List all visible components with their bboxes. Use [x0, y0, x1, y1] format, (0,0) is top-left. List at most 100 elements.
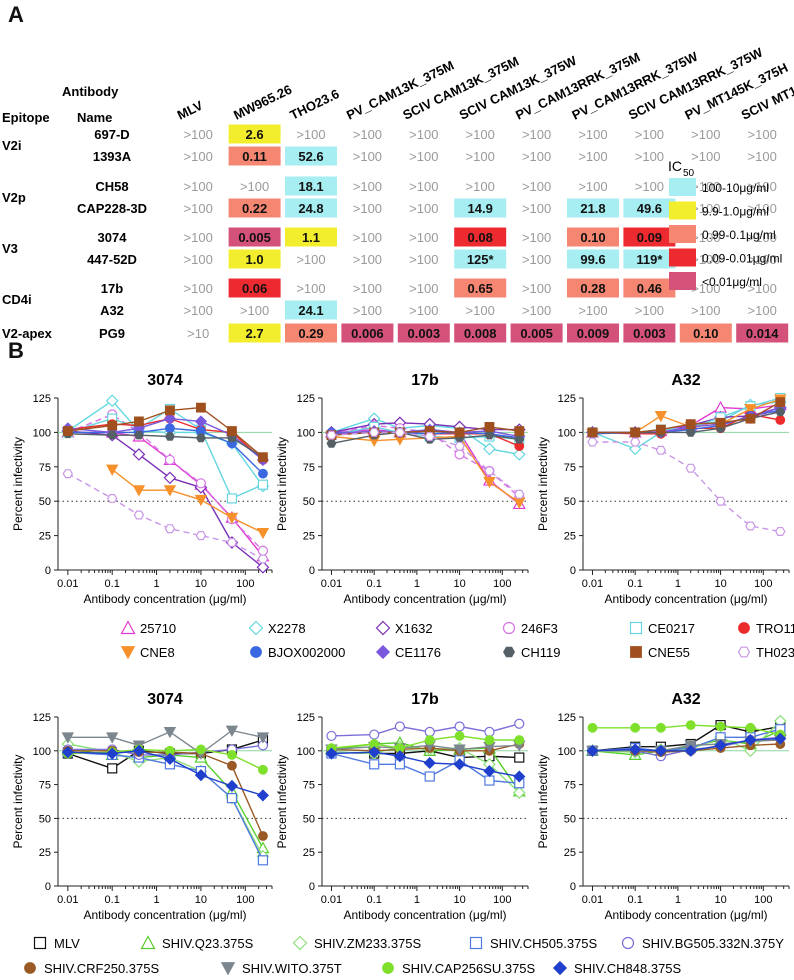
chart-4: 17b 0 25 50 75 100 125 0.01 0.1 1 10 100 Antibody co…: [275, 691, 529, 922]
data-point: [248, 620, 264, 636]
ic50-value: >100: [578, 127, 607, 142]
y-tick-label: 75: [39, 462, 51, 474]
y-tick-label: 75: [564, 780, 576, 792]
ic50-value: 0.10: [580, 230, 605, 245]
ic50-value: 0.11: [242, 149, 267, 164]
legend-label: SHIV.ZM233.375S: [314, 936, 422, 951]
data-point: [587, 437, 598, 447]
ic50-value: 21.8: [580, 201, 605, 216]
data-point: [120, 620, 136, 635]
antibody-name: A32: [100, 303, 124, 318]
ic50-value: >100: [184, 127, 213, 142]
data-point: [483, 765, 496, 778]
x-tick-label: 10: [714, 578, 726, 590]
data-point: [134, 416, 144, 427]
x-tick-label: 100: [236, 578, 254, 590]
data-point: [514, 718, 525, 729]
epitope-header: Epitope: [2, 110, 50, 125]
data-point: [133, 510, 145, 520]
ic50-value: >100: [522, 230, 551, 245]
ic50-value: >100: [296, 281, 325, 296]
data-point: [454, 449, 465, 460]
ic50-value: 0.28: [580, 281, 605, 296]
data-point: [552, 960, 568, 976]
data-point: [368, 746, 381, 759]
data-point: [165, 405, 175, 416]
ic50-value: 119*: [636, 252, 663, 267]
data-point: [227, 749, 237, 760]
legend-label: CNE55: [648, 645, 690, 660]
legend-label: 246F3: [521, 621, 558, 636]
data-point: [225, 512, 239, 525]
y-tick-label: 0: [309, 881, 315, 893]
y-tick-label: 75: [303, 780, 315, 792]
antibody-name: PG9: [99, 326, 125, 341]
legend-set-2: MLV SHIV.Q23.375S SHIV.ZM233.375S SHIV.CH50…: [24, 935, 784, 976]
data-point: [655, 445, 667, 455]
legend-label: <0.01μg/ml: [702, 275, 762, 289]
data-point: [196, 402, 206, 413]
ic50-value: >100: [691, 252, 720, 267]
data-point: [630, 427, 641, 438]
data-point: [61, 746, 74, 759]
x-tick-label: 0.1: [105, 578, 120, 590]
data-point: [714, 739, 727, 752]
data-point: [454, 427, 465, 438]
ic50-value: 1.0: [246, 252, 264, 267]
data-point: [454, 731, 465, 741]
data-point: [483, 442, 496, 456]
ic50-cell: [623, 278, 676, 298]
ic50-value: >100: [353, 303, 382, 318]
data-point: [745, 722, 756, 733]
legend-label: SHIV.WITO.375T: [242, 961, 342, 976]
panel-a-letter: A: [8, 2, 24, 27]
ic50-value: 2.7: [246, 326, 264, 341]
y-tick-label: 0: [45, 881, 51, 893]
ic50-value: >100: [466, 127, 495, 142]
x-tick-label: 1: [675, 894, 681, 906]
data-point: [106, 732, 119, 744]
ic50-value: 0.09: [637, 230, 662, 245]
ic50-value: >100: [409, 149, 438, 164]
data-point: [258, 764, 268, 775]
legend-label: 25710: [140, 621, 176, 636]
ic50-cell: [285, 300, 337, 320]
data-point: [484, 430, 495, 440]
chart-5: A32 0 25 50 75 100 125 0.01 0.1 1 10 100 Antibody co…: [536, 691, 790, 922]
ic50-value: >100: [409, 303, 438, 318]
legend-label: SHIV.CRF250.375S: [44, 961, 159, 976]
data-point: [483, 477, 496, 489]
ic50-cell: [228, 249, 281, 269]
data-point: [258, 831, 268, 841]
y-tick-label: 0: [570, 881, 576, 893]
data-point: [685, 428, 696, 437]
data-point: [257, 855, 269, 866]
ic50-value: >100: [409, 179, 438, 194]
y-tick-label: 25: [564, 847, 576, 859]
ic50-value: 0.65: [468, 281, 493, 296]
ic50-value: >100: [748, 303, 777, 318]
y-tick-label: 0: [45, 565, 51, 577]
data-point: [587, 427, 598, 438]
x-tick-label: 0.01: [57, 578, 78, 590]
y-tick-label: 25: [303, 531, 315, 543]
ic50-cell: [228, 124, 281, 144]
data-point: [257, 479, 269, 490]
y-tick-label: 50: [303, 496, 315, 508]
ic50-value: >100: [466, 149, 495, 164]
y-axis-label: Percent infectivity: [275, 437, 289, 531]
epitope-label: V2i: [2, 138, 22, 153]
data-point: [513, 770, 526, 783]
data-point: [227, 760, 237, 771]
ic50-cell: [623, 249, 676, 269]
x-axis-label: Antibody concentration (μg/ml): [344, 908, 507, 922]
data-point: [745, 413, 756, 424]
ic50-value: >100: [353, 201, 382, 216]
legend-label: SHIV.BG505.332N.375Y: [642, 936, 784, 951]
ic50-value: >100: [522, 281, 551, 296]
data-point: [106, 464, 119, 476]
ic50-value: 0.008: [464, 326, 497, 341]
data-point: [484, 726, 495, 737]
data-point: [655, 424, 666, 435]
